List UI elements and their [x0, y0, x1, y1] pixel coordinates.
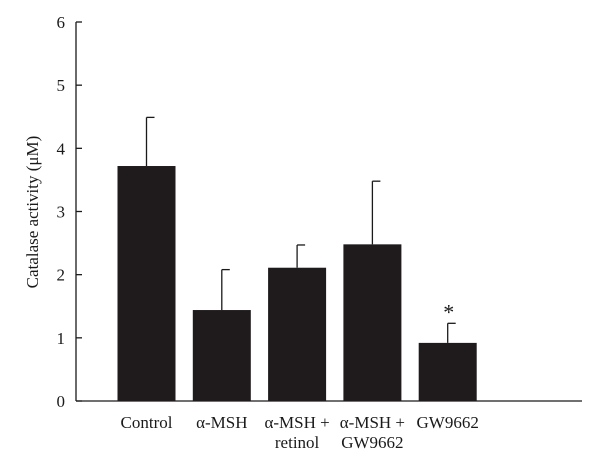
y-tick-label: 5 [57, 76, 66, 95]
bar [268, 267, 327, 401]
category-label: α-MSH [196, 413, 247, 432]
y-axis-title: Catalase activity (μM) [23, 136, 42, 289]
y-tick-label: 0 [57, 392, 66, 411]
category-label: retinol [275, 433, 320, 452]
error-bars [145, 116, 456, 343]
bars [117, 166, 477, 401]
category-label: α-MSH + [340, 413, 405, 432]
bar [192, 310, 251, 401]
annotations: * [443, 299, 454, 324]
y-tick-label: 4 [57, 139, 66, 158]
bar [117, 166, 176, 401]
category-label: α-MSH + [264, 413, 329, 432]
significance-marker: * [443, 299, 454, 324]
y-tick-label: 6 [57, 13, 66, 32]
y-tick-label: 1 [57, 329, 66, 348]
y-tick-label: 2 [57, 266, 66, 285]
category-label: GW9662 [341, 433, 403, 452]
y-axis: 0 1 2 3 4 5 6 [57, 13, 582, 411]
category-label: Control [121, 413, 173, 432]
y-tick-label: 3 [57, 203, 66, 222]
category-label: GW9662 [417, 413, 479, 432]
bar [418, 342, 477, 401]
bar [343, 244, 402, 401]
